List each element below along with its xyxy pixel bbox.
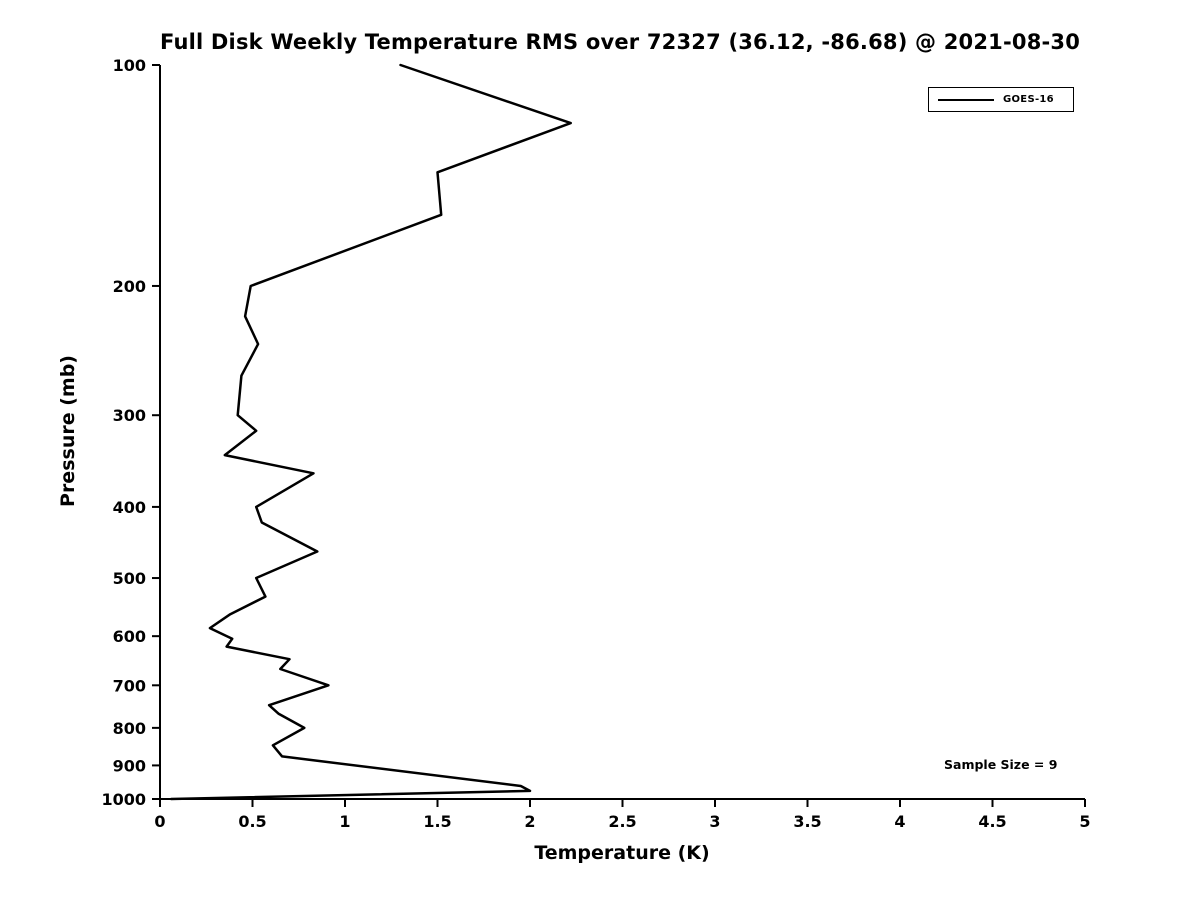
x-tick-label: 0.5 (238, 812, 266, 831)
goes16-rms-line (169, 63, 572, 801)
y-tick-label: 200 (113, 277, 146, 296)
sample-size-annotation: Sample Size = 9 (944, 757, 1058, 772)
y-tick-label: 300 (113, 406, 146, 425)
x-tick-label: 1 (339, 812, 350, 831)
x-tick-label: 2.5 (608, 812, 636, 831)
y-tick-label: 400 (113, 498, 146, 517)
legend-label: GOES-16 (1003, 94, 1054, 105)
x-tick-label: 0 (154, 812, 165, 831)
x-tick-label: 5 (1079, 812, 1090, 831)
x-axis-label: Temperature (K) (534, 842, 710, 864)
y-tick-label: 700 (113, 676, 146, 695)
x-tick-label: 3 (709, 812, 720, 831)
legend-line-sample (938, 98, 994, 101)
x-tick-label: 1.5 (423, 812, 451, 831)
y-tick-label: 900 (113, 756, 146, 775)
x-tick-label: 4.5 (978, 812, 1006, 831)
legend: GOES-16 (928, 87, 1074, 112)
y-tick-label: 800 (113, 719, 146, 738)
x-tick-label: 3.5 (793, 812, 821, 831)
y-tick-label: 1000 (101, 790, 146, 809)
y-tick-label: 100 (113, 56, 146, 75)
y-tick-label: 600 (113, 627, 146, 646)
y-tick-label: 500 (113, 569, 146, 588)
x-tick-label: 2 (524, 812, 535, 831)
x-tick-label: 4 (894, 812, 905, 831)
chart-title: Full Disk Weekly Temperature RMS over 72… (159, 30, 1081, 54)
